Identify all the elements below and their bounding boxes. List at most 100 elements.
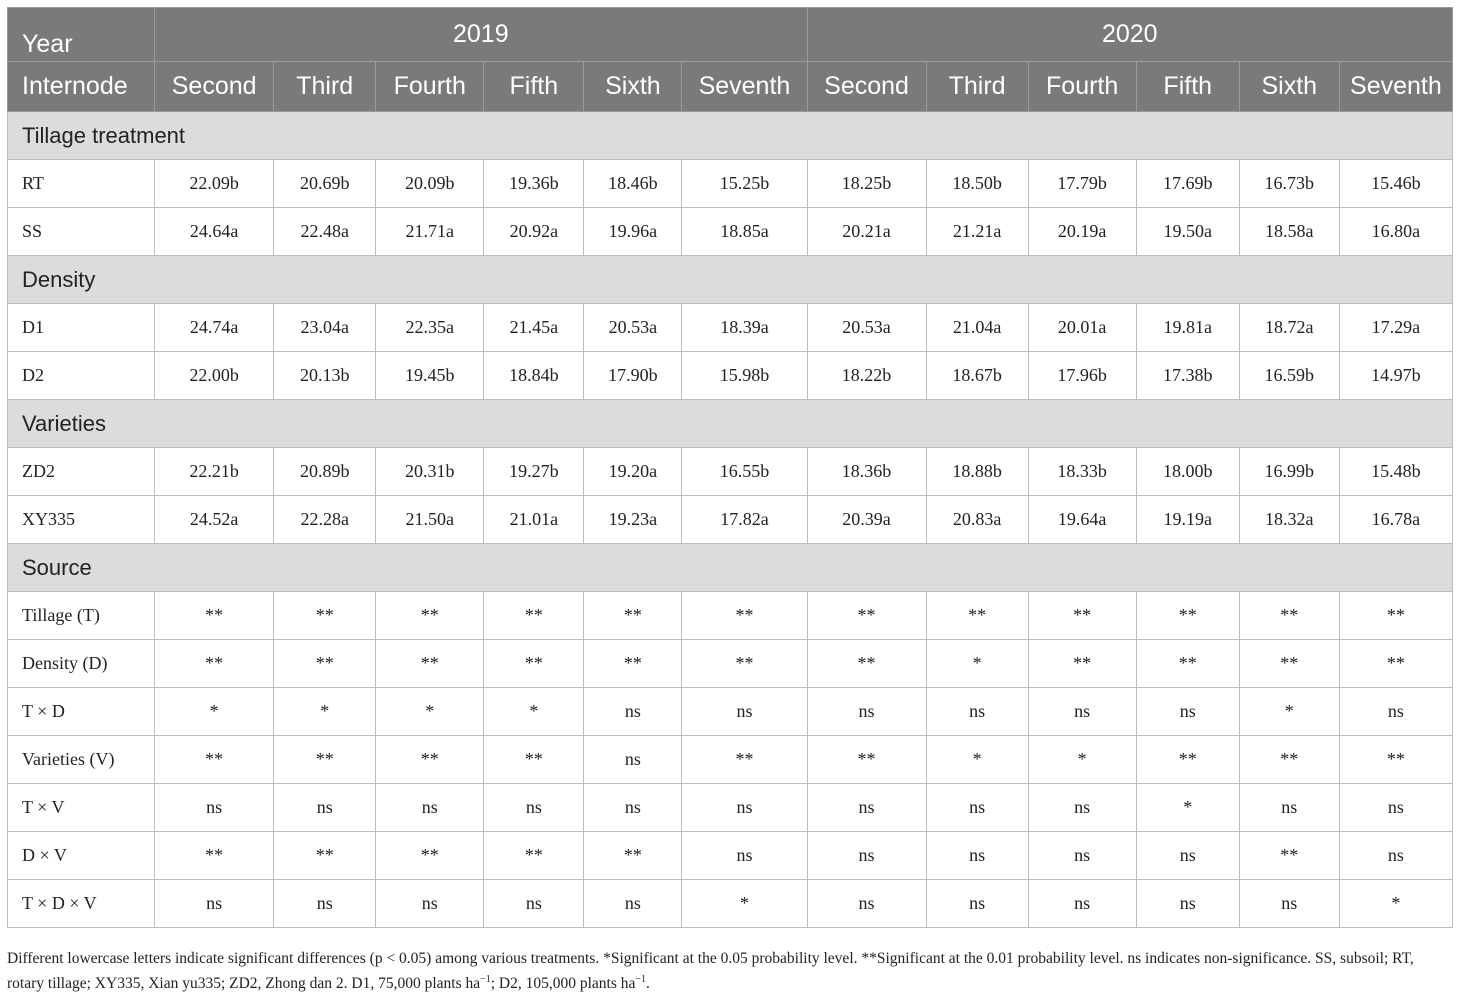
table-cell: ns — [273, 879, 377, 928]
table-cell: 17.38b — [1135, 351, 1240, 400]
table-cell: ns — [1238, 783, 1340, 832]
table-row: XY335 24.52a 22.28a 21.50a 21.01a 19.23a 17.82… — [6, 495, 1454, 544]
table-cell: 18.72a — [1238, 303, 1340, 352]
internode-header-cell: Sixth — [1238, 61, 1340, 112]
table-cell: 20.89b — [273, 447, 377, 496]
table-cell: ** — [1338, 735, 1454, 784]
table-cell: ns — [273, 783, 377, 832]
table-cell: ns — [925, 687, 1029, 736]
table-row: T × D * * * * ns ns ns ns ns ns * ns — [6, 687, 1454, 736]
table-cell: 24.64a — [154, 207, 275, 256]
table-cell: ** — [1135, 591, 1240, 640]
table-cell: ns — [583, 687, 683, 736]
table-cell: 18.33b — [1027, 447, 1137, 496]
table-row: Density (D) ** ** ** ** ** ** ** * ** ** ** ** — [6, 639, 1454, 688]
row-label: Density (D) — [6, 639, 156, 688]
table-cell: ns — [806, 783, 927, 832]
table-cell: * — [154, 687, 275, 736]
table-row: ZD2 22.21b 20.89b 20.31b 19.27b 19.20a 16.55b 1… — [6, 447, 1454, 496]
table-cell: 21.71a — [375, 207, 485, 256]
table-cell: 20.69b — [273, 159, 377, 208]
table-cell: 21.21a — [925, 207, 1029, 256]
table-cell: 14.97b — [1338, 351, 1454, 400]
footnote-text-mid: ; D2, 105,000 plants ha — [490, 975, 636, 992]
table-cell: 18.00b — [1135, 447, 1240, 496]
table-cell: ns — [583, 879, 683, 928]
internode-header-cell: Fourth — [1027, 61, 1137, 112]
section-title: Tillage treatment — [7, 111, 1453, 160]
table-cell: * — [375, 687, 485, 736]
table-cell: ** — [1238, 639, 1340, 688]
section-title: Varieties — [7, 399, 1453, 448]
section-header-row: Tillage treatment — [7, 111, 1453, 160]
table-row: Varieties (V) ** ** ** ** ns ** ** * * ** ** ** — [6, 735, 1454, 784]
table-cell: 21.45a — [483, 303, 585, 352]
table-cell: 18.84b — [483, 351, 585, 400]
table-cell: * — [1338, 879, 1454, 928]
table-cell: 19.27b — [483, 447, 585, 496]
table-cell: ns — [375, 783, 485, 832]
table-cell: 20.19a — [1027, 207, 1137, 256]
table-cell: 19.19a — [1135, 495, 1240, 544]
table-cell: 20.09b — [375, 159, 485, 208]
table-cell: ns — [925, 831, 1029, 880]
table-body: Tillage treatment RT 22.09b 20.69b 20.09b 19.… — [6, 111, 1454, 928]
table-cell: 20.13b — [273, 351, 377, 400]
table-cell: * — [925, 735, 1029, 784]
table-cell: ** — [1338, 591, 1454, 640]
table-cell: ** — [1238, 591, 1340, 640]
internode-header-label: Internode — [6, 61, 156, 112]
table-cell: 17.96b — [1027, 351, 1137, 400]
table-cell: 19.45b — [375, 351, 485, 400]
internode-header-cell: Third — [925, 61, 1029, 112]
table-cell: 22.09b — [154, 159, 275, 208]
row-label: Varieties (V) — [6, 735, 156, 784]
table-cell: 18.46b — [583, 159, 683, 208]
table-cell: 20.39a — [806, 495, 927, 544]
table-cell: 17.79b — [1027, 159, 1137, 208]
section-title: Density — [7, 255, 1453, 304]
internode-header-cell: Fourth — [375, 61, 485, 112]
table-cell: ns — [1338, 831, 1454, 880]
table-cell: 20.53a — [583, 303, 683, 352]
table-cell: 18.88b — [925, 447, 1029, 496]
year-header-2020: 2020 — [806, 7, 1453, 62]
row-label: XY335 — [6, 495, 156, 544]
table-cell: ** — [1135, 735, 1240, 784]
table-cell: 18.32a — [1238, 495, 1340, 544]
footnote-superscript-1: −1 — [480, 973, 491, 985]
table-cell: ns — [375, 879, 485, 928]
row-label: T × D — [6, 687, 156, 736]
table-row: D1 24.74a 23.04a 22.35a 21.45a 20.53a 18.39a 20… — [6, 303, 1454, 352]
table-cell: ** — [583, 639, 683, 688]
table-cell: 18.22b — [806, 351, 927, 400]
year-header-row: Year 2019 2020 — [6, 7, 1453, 62]
table-cell: ns — [1027, 831, 1137, 880]
table-cell: ns — [1238, 879, 1340, 928]
table-cell: ** — [1027, 591, 1137, 640]
table-row: Tillage (T) ** ** ** ** ** ** ** ** ** ** ** ** — [6, 591, 1454, 640]
table-row: SS 24.64a 22.48a 21.71a 20.92a 19.96a 18.85a 20… — [6, 207, 1454, 256]
table-cell: 22.48a — [273, 207, 377, 256]
table-cell: ** — [375, 639, 485, 688]
table-cell: * — [1027, 735, 1137, 784]
table-cell: 20.53a — [806, 303, 927, 352]
table-cell: 18.50b — [925, 159, 1029, 208]
internode-data-table: Year 2019 2020 Internode Second Third Four… — [6, 7, 1454, 928]
footnote-superscript-2: −1 — [635, 973, 647, 985]
internode-header-cell: Second — [154, 61, 275, 112]
table-cell: 24.74a — [154, 303, 275, 352]
table-cell: * — [483, 687, 585, 736]
table-cell: ns — [1027, 783, 1137, 832]
table-cell: ns — [806, 879, 927, 928]
table-cell: 21.50a — [375, 495, 485, 544]
table-cell: ** — [154, 591, 275, 640]
internode-header-row: Internode Second Third Fourth Fifth Sixth Sev… — [6, 61, 1454, 112]
table-cell: 22.00b — [154, 351, 275, 400]
table-cell: 20.01a — [1027, 303, 1137, 352]
table-cell: 18.58a — [1238, 207, 1340, 256]
table-cell: 15.98b — [681, 351, 808, 400]
table-cell: 18.67b — [925, 351, 1029, 400]
table-cell: 21.04a — [925, 303, 1029, 352]
